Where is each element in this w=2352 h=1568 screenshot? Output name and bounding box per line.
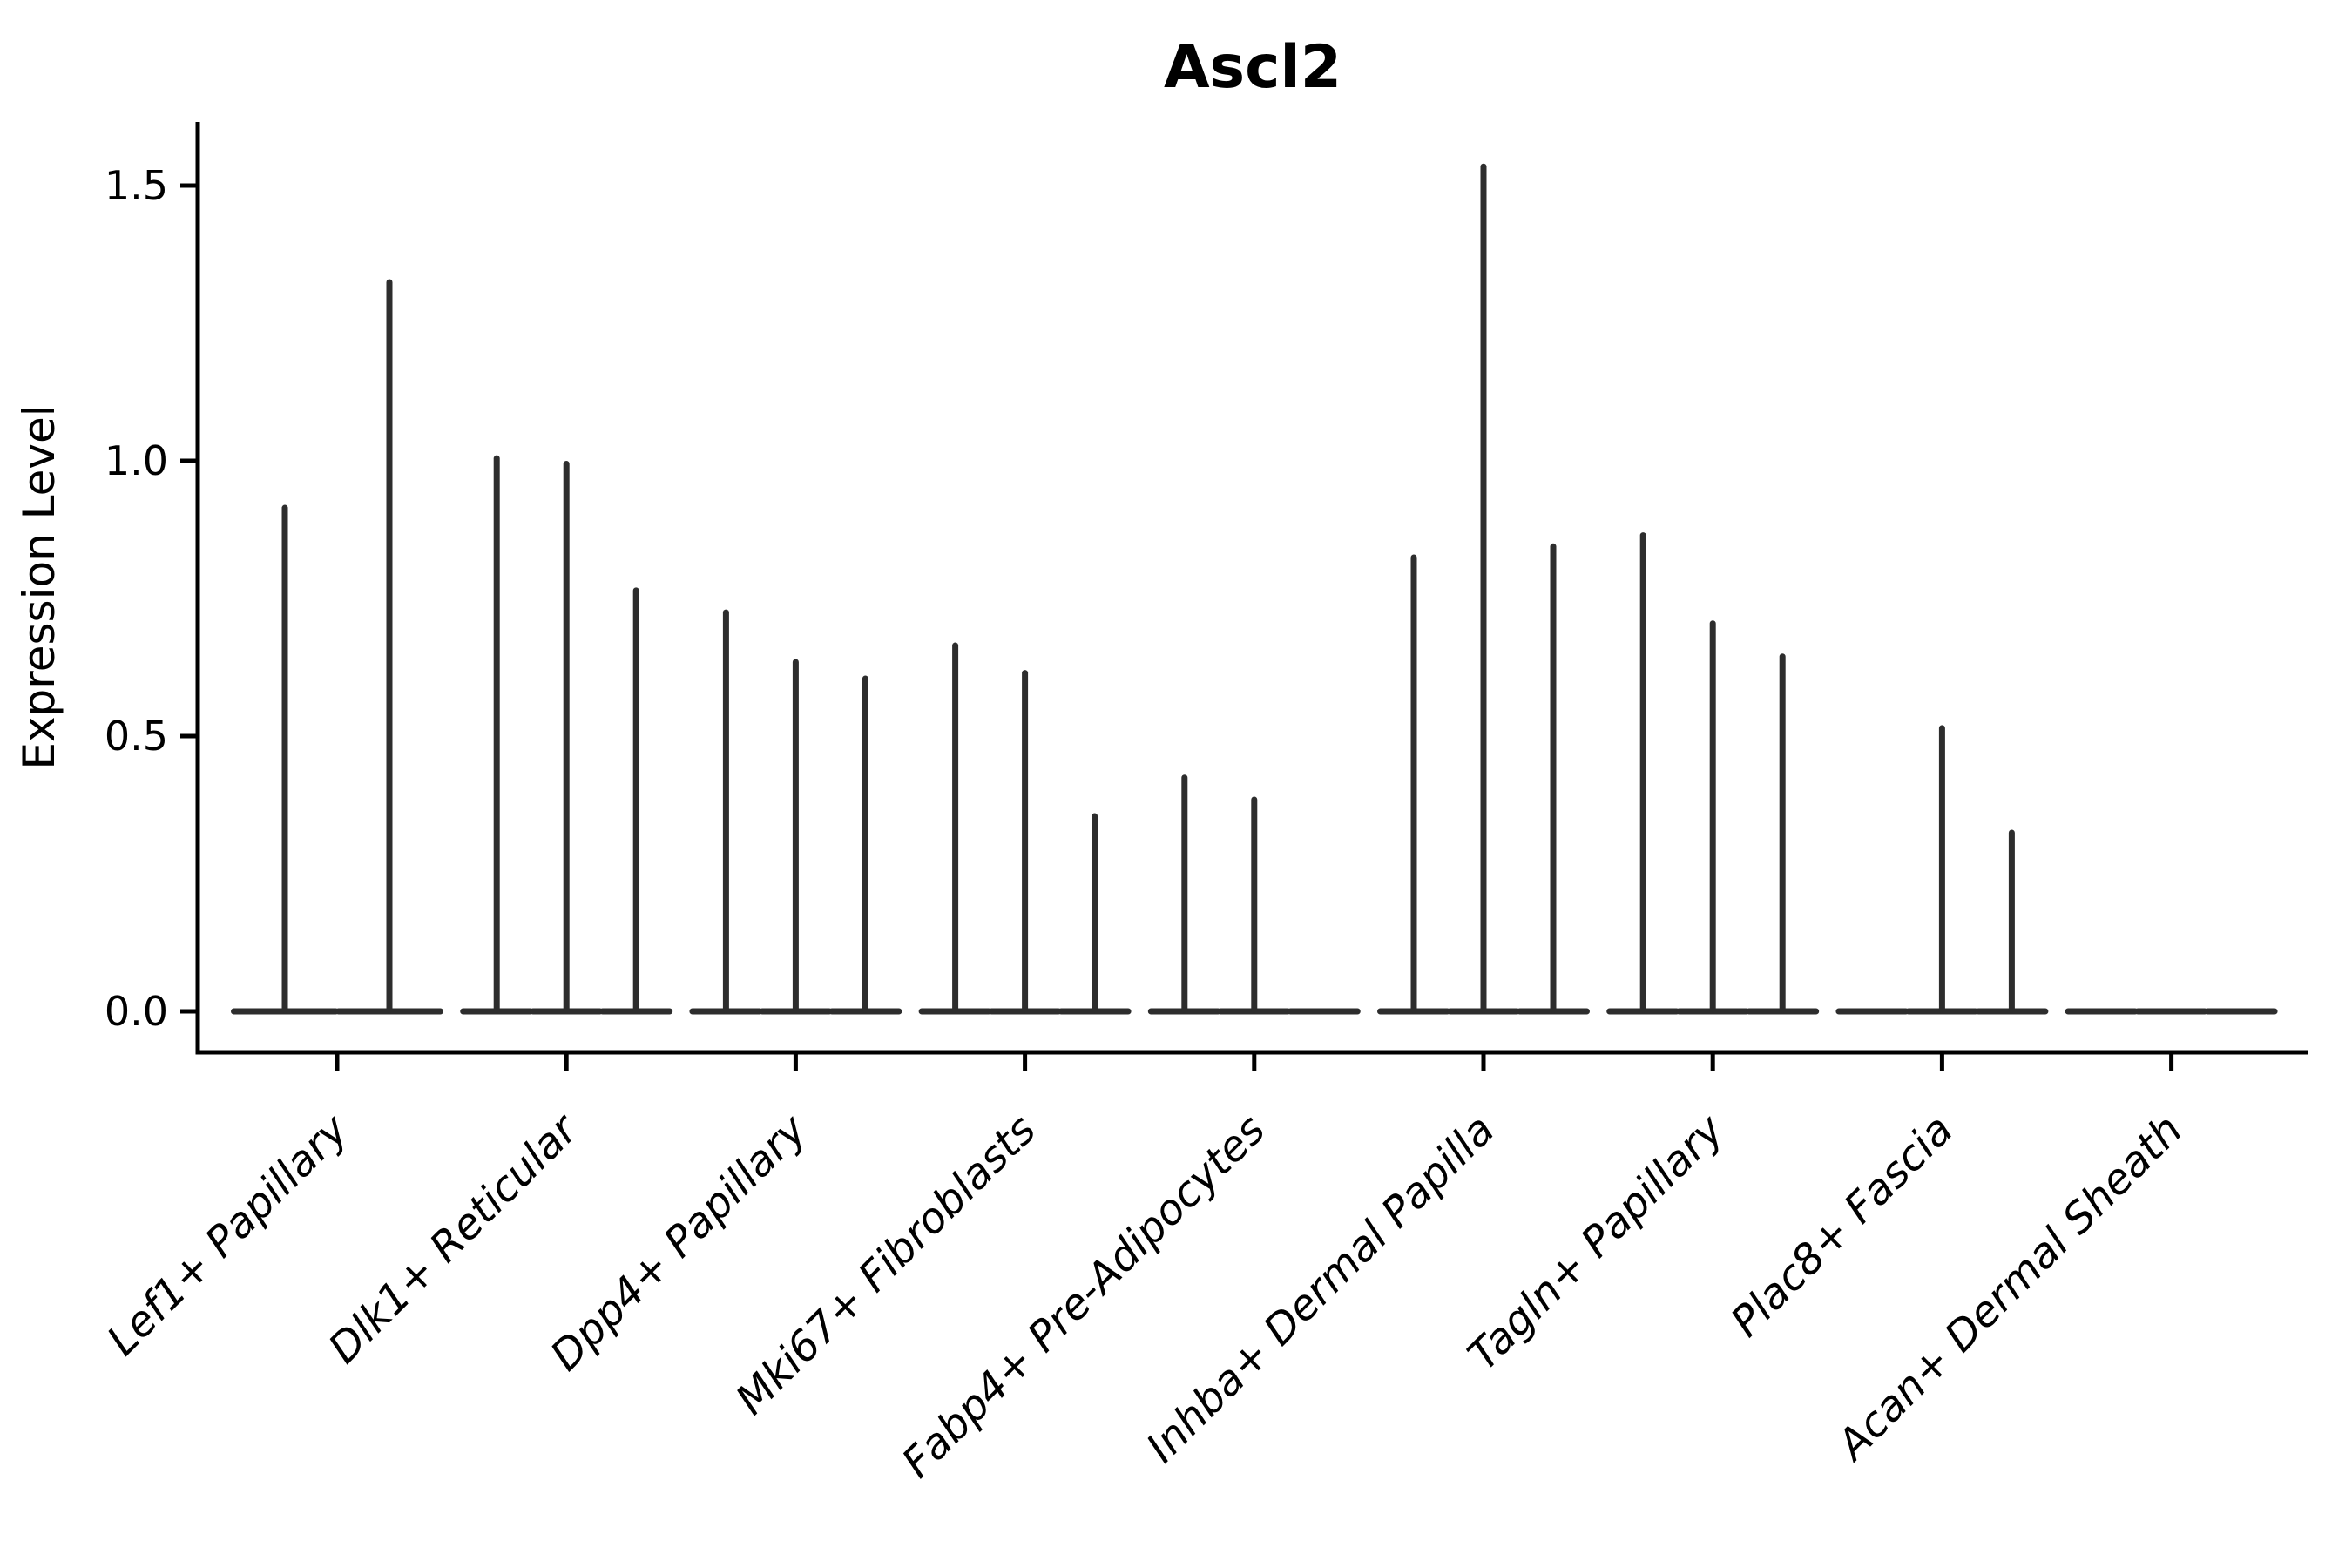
y-axis-ticks: 0.0 0.5 1.0 1.5 [105, 162, 198, 1035]
violin-spike [1550, 543, 1557, 1013]
violin-spike [1251, 796, 1258, 1013]
violin-base [2134, 1008, 2208, 1015]
x-tick-label: Tagln+ Papillary [1458, 1105, 1734, 1380]
x-tick-label: Plac8+ Fascia [1721, 1105, 1963, 1347]
x-tick-label: Dpp4+ Papillary [541, 1105, 816, 1380]
violin-spike [1938, 725, 1945, 1013]
violin-spike [1410, 554, 1417, 1013]
violin-spike [1022, 670, 1029, 1013]
violin-base [2204, 1008, 2278, 1015]
violin-spike [1709, 620, 1716, 1013]
violin-spike [952, 642, 959, 1013]
y-tick-label: 1.0 [105, 437, 168, 484]
violin-base [1287, 1008, 1361, 1015]
violin-spike [493, 455, 500, 1013]
chart-title: Ascl2 [1164, 33, 1342, 102]
x-tick-label: Fabp4+ Pre-Adipocytes [893, 1105, 1275, 1488]
violin-base [2065, 1008, 2139, 1015]
violin-spike [2008, 829, 2015, 1013]
violin-spike [386, 279, 393, 1013]
violin-spike [563, 461, 570, 1013]
violin-base [1835, 1008, 1909, 1015]
violin-spike [1181, 774, 1188, 1013]
axes [195, 122, 2308, 1055]
x-tick-label: Dlk1+ Reticular [319, 1104, 589, 1374]
y-tick-label: 1.5 [105, 162, 168, 209]
violin-spike [1092, 813, 1098, 1013]
violin-spike [1639, 532, 1646, 1013]
y-tick-label: 0.5 [105, 713, 168, 760]
violin-spike [862, 675, 868, 1013]
y-tick-label: 0.0 [105, 988, 168, 1035]
violin-spike [1480, 163, 1487, 1014]
y-axis-label: Expression Level [14, 404, 64, 769]
violin-spike [281, 504, 288, 1013]
violin-spike [722, 609, 729, 1013]
x-tick-label: Lef1+ Papillary [98, 1105, 358, 1365]
violin-glyphs [231, 163, 2278, 1015]
violin-spike [792, 659, 799, 1013]
violin-spike [1779, 653, 1786, 1013]
violin-spike [632, 587, 639, 1013]
